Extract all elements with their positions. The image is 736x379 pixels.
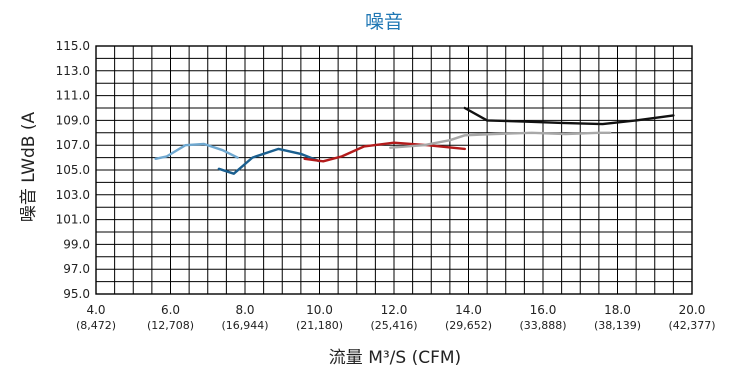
series-line-1 — [154, 142, 239, 161]
series-line-4 — [389, 131, 612, 149]
y-tick-label: 101.0 — [56, 213, 90, 227]
y-tick-label: 95.0 — [63, 287, 90, 301]
x-tick-labels: 4.0 (8,472) 6.0 (12,708) 8.0 (16,944) 10.0 (21,… — [76, 303, 716, 332]
x-tick-sublabel: (21,180) — [296, 319, 343, 332]
x-tick-label: 20.0 — [679, 303, 706, 317]
x-axis-title: 流量 M³/S (CFM) — [329, 348, 461, 368]
x-tick-label: 12.0 — [381, 303, 408, 317]
x-tick-sublabel: (12,708) — [147, 319, 194, 332]
y-axis-title: 噪音 LWdB (A — [19, 112, 39, 223]
series-line-5 — [463, 106, 675, 126]
x-tick-label: 6.0 — [161, 303, 180, 317]
series-line-2 — [217, 147, 321, 175]
y-tick-label: 109.0 — [56, 113, 90, 127]
y-tick-label: 97.0 — [63, 262, 90, 276]
x-tick-sublabel: (16,944) — [221, 319, 268, 332]
y-tick-label: 103.0 — [56, 188, 90, 202]
y-tick-labels: 95.0 97.0 99.0 101.0 103.0 105.0 107.0 109.0 111… — [56, 39, 90, 301]
x-tick-sublabel: (29,652) — [445, 319, 492, 332]
grid — [95, 45, 693, 295]
x-tick-sublabel: (8,472) — [76, 319, 116, 332]
series-group — [154, 106, 675, 175]
x-tick-label: 4.0 — [86, 303, 105, 317]
x-tick-sublabel: (25,416) — [370, 319, 417, 332]
x-tick-sublabel: (33,888) — [519, 319, 566, 332]
y-tick-label: 111.0 — [56, 89, 90, 103]
y-tick-label: 105.0 — [56, 163, 90, 177]
x-tick-label: 14.0 — [455, 303, 482, 317]
y-tick-label: 113.0 — [56, 64, 90, 78]
x-tick-sublabel: (42,377) — [668, 319, 715, 332]
plot-frame — [95, 45, 693, 295]
y-tick-label: 115.0 — [56, 39, 90, 53]
x-tick-label: 18.0 — [604, 303, 631, 317]
x-tick-label: 10.0 — [306, 303, 333, 317]
y-tick-label: 99.0 — [63, 237, 90, 251]
chart-title: 噪音 — [365, 11, 403, 33]
x-tick-label: 16.0 — [530, 303, 557, 317]
y-tick-label: 107.0 — [56, 138, 90, 152]
x-tick-label: 8.0 — [235, 303, 254, 317]
x-tick-sublabel: (38,139) — [594, 319, 641, 332]
